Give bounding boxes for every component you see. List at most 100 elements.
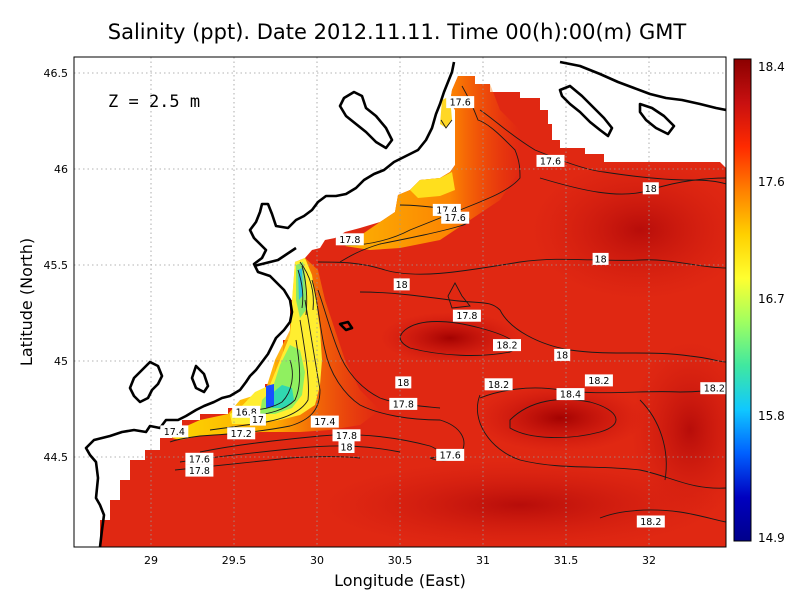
contour-line [479,109,726,185]
colorbar-tick: 16.7 [758,292,785,306]
contour-label-bg [332,429,361,442]
north-yellow [410,172,455,198]
contour-line [169,299,321,443]
y-axis-label: Latitude (North) [17,238,36,366]
west-plume-orange [172,258,380,440]
y-tick-label: 45 [54,355,68,368]
contour-line [509,399,617,438]
y-tick-label: 46 [54,163,68,176]
contour-label: 17.6 [450,98,471,109]
contour-label: 18 [396,280,408,291]
contour-label: 17.8 [189,466,210,477]
contour-label: 16.8 [236,407,257,418]
contour-label: 18.2 [588,376,609,387]
west-plume-blue [266,384,274,408]
contour-label-bg [338,441,355,453]
contour-label-bg [452,309,481,322]
contour-line [297,269,304,309]
colorbar-tick: 14.9 [758,531,785,545]
contour-label: 17.8 [456,311,477,322]
colorbar-tick: 18.4 [758,60,785,74]
contour-line [299,261,314,311]
north-plume [345,76,520,250]
contour-label: 17.6 [189,454,210,465]
contour-label: 18 [556,350,568,361]
contour-label-bg [310,415,339,428]
contour-label: 18.2 [704,384,725,395]
colorbar-frame [733,58,752,542]
contour-label: 17.4 [314,417,335,428]
contour-label: 18.2 [488,380,509,391]
contour-line [399,321,517,356]
contour-line [179,445,401,463]
contour-label: 18.2 [640,517,661,528]
contour-line [447,282,471,309]
contour-label: 18 [340,443,352,454]
x-tick-label: 32 [642,554,656,567]
contour-label: 18.2 [496,341,517,352]
x-tick-label: 30.5 [388,554,413,567]
contour-label-bg [160,425,189,438]
grid [74,57,726,547]
contour-label: 18 [397,378,409,389]
contour-label-bg [389,397,418,410]
coastline-island [338,320,354,332]
coastline-lagoon [190,364,210,394]
high-salinity-band [530,160,726,300]
contour-label-bg [484,378,513,391]
coastline-danube-branch [253,246,297,268]
coastline-north-shore [559,60,726,112]
coastline-liman [338,90,394,150]
contour-label: 17.6 [540,156,561,167]
contour-line [599,509,726,523]
contour-label: 18.4 [560,390,581,401]
contour-label: 17.4 [164,427,185,438]
contour-line [476,394,726,489]
contour-label-bg [446,96,475,109]
contour-line [317,258,726,275]
contour-label: 17.8 [336,431,357,442]
coastline-south-lake [128,360,164,404]
contour-label-bg [185,464,214,477]
x-tick-label: 31 [476,554,490,567]
contour-label: 17.8 [393,399,414,410]
danube-channel-blue [298,268,303,300]
contour-label-bg [642,182,659,195]
chart-title: Salinity (ppt). Date 2012.11.11. Time 00… [108,20,687,44]
contour-line [359,291,726,363]
x-tick-label: 29 [144,554,158,567]
plot-frame [73,56,727,548]
contour-label: 18 [595,254,607,265]
contour-label-bg [556,388,585,401]
contour-label-bg [584,374,613,387]
high-salinity-core-2 [475,384,645,452]
coastline-dnieper [558,84,614,138]
contour-label-bg [536,154,565,167]
contour-label: 17.4 [436,205,457,216]
colorbar: 18.4 17.6 16.7 15.8 14.9 [733,58,785,545]
y-tick-label: 46.5 [44,67,69,80]
contour-label-bg [636,515,665,528]
colorbar-tick: 15.8 [758,409,785,423]
high-salinity-south [320,460,720,547]
x-axis-ticks: 29 29.5 30 30.5 31 31.5 32 [144,554,656,567]
contour-label-bg [554,348,571,361]
contour-lines [169,85,726,523]
contour-label: 17 [252,415,264,426]
contour-label: 17.6 [445,213,466,224]
depth-label: Z = 2.5 m [108,92,200,112]
contour-label: 17.8 [339,235,360,246]
contour-label-bg [227,427,256,440]
y-axis-ticks: 44.5 45 45.5 46 46.5 [44,67,69,464]
contour-line [440,119,453,129]
coastline-ne-bay [638,102,676,136]
coastline-main [84,61,456,547]
contour-label: 17.2 [231,429,252,440]
contour-label-bg [395,376,412,389]
contour-label-bg [436,448,465,461]
contour-label-bg [592,252,609,265]
y-tick-label: 44.5 [44,451,69,464]
